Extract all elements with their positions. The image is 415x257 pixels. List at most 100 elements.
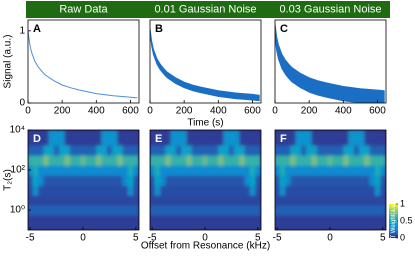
heatmap-cell	[306, 165, 312, 176]
heatmap-cell	[101, 165, 108, 176]
heatmap-cell	[64, 195, 71, 206]
x-tick-label: 0	[202, 233, 208, 244]
heatmap-cell	[28, 185, 34, 196]
panel-label: C	[280, 23, 288, 35]
heatmap-cell	[117, 205, 124, 216]
heatmap-cell	[311, 130, 318, 146]
heatmap-cell	[43, 205, 50, 216]
heatmap-cell	[380, 205, 386, 216]
heatmap-cell	[181, 195, 187, 206]
heatmap-cell	[290, 175, 297, 186]
heatmap-cell	[170, 185, 177, 196]
heatmap-cell	[96, 130, 102, 146]
heatmap-cell	[244, 195, 251, 206]
heatmap-cell	[117, 145, 124, 156]
heatmap-cell	[223, 215, 230, 230]
heatmap-cell	[332, 195, 339, 206]
heatmap-cell	[337, 195, 344, 206]
heatmap-cell	[300, 185, 307, 196]
heatmap-cell	[212, 165, 219, 176]
heatmap-cell	[85, 145, 92, 156]
heatmap-cell	[133, 130, 139, 146]
heatmap-cell	[207, 130, 214, 146]
heatmap-cell	[96, 165, 102, 176]
heatmap-cell	[80, 165, 87, 176]
heatmap-cell	[175, 130, 182, 146]
heatmap-cell	[316, 130, 323, 146]
heatmap-cell	[186, 215, 193, 230]
heatmap-cell	[150, 205, 156, 216]
heatmap-cell	[380, 185, 386, 196]
heatmap-cell	[311, 165, 318, 176]
heatmap-cell	[170, 195, 177, 206]
heatmap-cell	[32, 165, 39, 176]
heatmap-cell	[343, 215, 349, 230]
heatmap-cell	[69, 195, 76, 206]
heatmap-cell	[127, 195, 134, 206]
heatmap-cell	[64, 185, 71, 196]
heatmap-cell	[234, 185, 240, 196]
heatmap-cell	[53, 145, 60, 156]
heatmap-cell	[112, 195, 118, 206]
x-tick-label: -5	[273, 233, 282, 244]
heatmap-cells	[275, 130, 386, 230]
heatmap-cell	[64, 155, 71, 166]
y-axis-label: Signal (a.u.)	[3, 35, 14, 89]
heatmap-cell	[364, 155, 371, 166]
heatmap-cell	[191, 175, 198, 186]
heatmap-cell	[112, 205, 118, 216]
heatmap-cell	[249, 195, 256, 206]
heatmap-cell	[117, 130, 124, 146]
heatmap-cell	[90, 205, 97, 216]
heatmap-cell	[75, 145, 81, 156]
heatmap-cell	[181, 145, 187, 156]
x-axis-label: Offset from Resonance (kHz)	[141, 241, 270, 252]
heatmap-cell	[239, 165, 246, 176]
heatmap-cell	[300, 165, 307, 176]
x-tick-label: 600	[122, 106, 139, 117]
heatmap-cell	[244, 165, 251, 176]
heatmap-cell	[306, 185, 312, 196]
heatmap-cell	[53, 130, 60, 146]
heatmap-cell	[106, 165, 113, 176]
heatmap-cell	[197, 185, 203, 196]
heatmap-cell	[53, 165, 60, 176]
heatmap-cell	[106, 175, 113, 186]
heatmap-cell	[186, 195, 193, 206]
heatmap-cell	[244, 155, 251, 166]
heatmap-cell	[197, 155, 203, 166]
heatmap-cell	[374, 185, 381, 196]
heatmap-cell	[202, 215, 209, 230]
heatmap-cell	[255, 155, 261, 166]
heatmap-cell	[327, 195, 334, 206]
plot-frame	[27, 129, 140, 231]
heatmap-cell	[64, 205, 71, 216]
heatmap-cell	[112, 130, 118, 146]
heatmap-cell	[327, 215, 334, 230]
heatmap-cell	[249, 130, 256, 146]
heatmap-cell	[150, 165, 156, 176]
heatmap-cell	[122, 205, 129, 216]
heatmap-cell	[300, 130, 307, 146]
heatmap-cell	[150, 195, 156, 206]
heatmap-cell	[90, 155, 97, 166]
heatmap-cell	[165, 155, 172, 166]
heatmap-cell	[290, 185, 297, 196]
heatmap-cell	[255, 145, 261, 156]
heatmap-cell	[306, 155, 312, 166]
heatmap-cell	[228, 155, 235, 166]
heatmap-cell	[374, 130, 381, 146]
heatmap-cell	[170, 130, 177, 146]
heatmap-cell	[244, 130, 251, 146]
heatmap-cell	[343, 195, 349, 206]
plot-area	[150, 130, 261, 230]
heatmap-cell	[80, 195, 87, 206]
heatmap-cell	[239, 195, 246, 206]
heatmap-cell	[165, 205, 172, 216]
x-tick-label: 200	[176, 106, 193, 117]
heatmap-cell	[285, 175, 291, 186]
heatmap-cell	[353, 130, 360, 146]
heatmap-cell	[191, 130, 198, 146]
heatmap-cell	[90, 145, 97, 156]
heatmap-cell	[112, 175, 118, 186]
